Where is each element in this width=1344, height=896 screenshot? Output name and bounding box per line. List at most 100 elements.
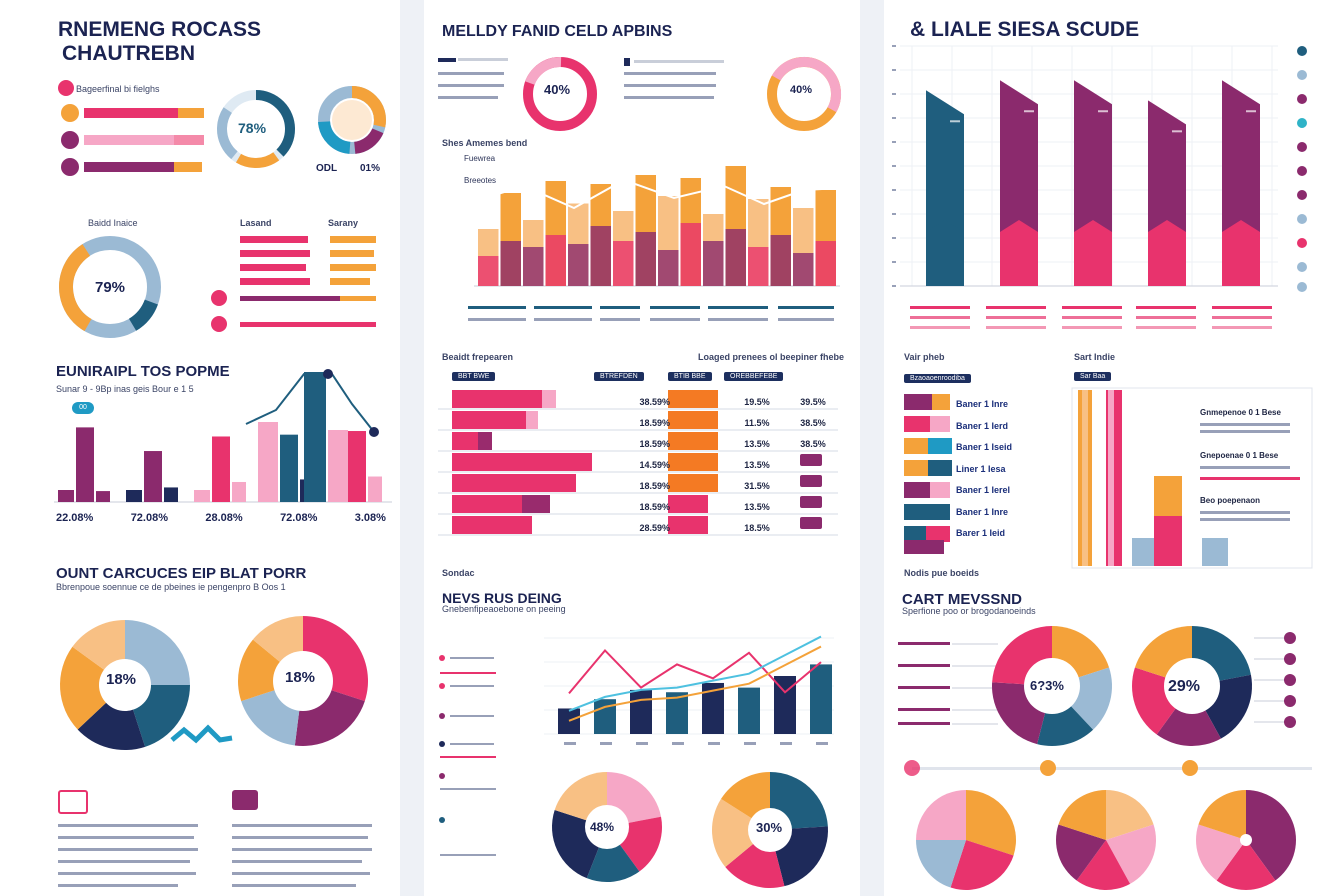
y-tick — [892, 165, 896, 167]
chart1-legend-0: Fuewrea — [464, 154, 496, 163]
row-labels: Baner 1 Inre Baner 1 Ierd Baner 1 Iseid Lin… — [956, 394, 1012, 545]
page-title-line2: CHAUTREBN — [62, 42, 195, 65]
y-tick — [892, 69, 896, 71]
line-chart-legend — [439, 655, 496, 856]
pie-slice — [966, 790, 1016, 856]
bar — [545, 235, 566, 286]
bar — [774, 676, 796, 734]
row-label: Baner 1 Inre — [956, 399, 1009, 409]
column-base — [1148, 220, 1186, 286]
bar — [810, 664, 832, 734]
panel2-title: MELLDY FANID CELD APBINS — [442, 23, 673, 40]
column-chart-3 — [892, 45, 1278, 287]
pie-slice — [1076, 840, 1131, 890]
section2-subtitle: Sunar 9 - 9Bp inas geis Bour e 1 5 — [56, 384, 194, 394]
table-cell: 18.59% — [639, 481, 670, 491]
left-ring-label: Baidd Inaice — [88, 218, 138, 228]
series-line-3 — [568, 645, 822, 722]
series-line-1 — [568, 648, 822, 695]
x-label-1: 72.08% — [130, 512, 168, 524]
bar — [96, 491, 110, 502]
bar — [76, 427, 94, 502]
table-header-1: BTREFDEN — [594, 372, 644, 381]
column-base — [1222, 220, 1260, 286]
series-line-2 — [568, 635, 822, 712]
legend-list — [438, 58, 508, 99]
x-tick-label — [636, 742, 648, 745]
pie-hole — [748, 808, 792, 852]
bar — [613, 241, 634, 286]
bar — [478, 256, 499, 286]
bar-col2-label: Sarany — [328, 218, 359, 228]
table-col2: 19.5% 11.5% 13.5% 13.5% 31.5% 13.5% 18.5% — [732, 392, 782, 539]
x-label-3: 72.08% — [280, 512, 318, 524]
pie-chart-2 — [238, 616, 368, 746]
bar — [232, 481, 246, 502]
bar — [328, 430, 348, 502]
column-base — [926, 220, 964, 286]
bar — [658, 250, 679, 286]
pie-slice — [916, 840, 966, 888]
bar — [212, 436, 230, 502]
panel3-section2-title: CART MEVSSND — [902, 591, 1023, 608]
table-right-title: Loaged prenees ol beepiner fhebe — [698, 352, 845, 362]
panel2-section2-subtitle: Gnebenfipeaoebone on peeing — [442, 604, 566, 614]
table-footer: Sondac — [442, 568, 475, 578]
pie-chart-4 — [712, 772, 828, 888]
row-label: Baner 1 Ierel — [956, 485, 1011, 495]
bar — [703, 241, 724, 286]
column-label — [1024, 110, 1034, 113]
bar — [304, 372, 326, 502]
x-tick-label — [708, 742, 720, 745]
row-label: Baner 1 Ierd — [956, 420, 1009, 431]
donut-chart-3 — [992, 626, 1112, 746]
left-ring-chart — [58, 236, 161, 338]
ring-chart-2 — [318, 86, 386, 154]
bar-line-combo-chart — [544, 635, 834, 745]
bar — [680, 223, 701, 286]
donut-chart-4 — [1132, 626, 1252, 746]
pie-hole — [99, 659, 151, 711]
y-tick — [892, 237, 896, 239]
panel2-section2-title: NEVS RUS DEING — [442, 590, 562, 606]
bar — [594, 699, 616, 734]
text-block-lines — [58, 824, 372, 887]
pie-hole — [1240, 834, 1252, 846]
bar — [348, 431, 366, 502]
bar — [666, 692, 688, 734]
table-cell: 13.5% — [744, 460, 770, 470]
table-cell: 28.59% — [639, 523, 670, 533]
right-panel: & LIALE SIESA SCUDE Vair pheb Sart Indie… — [884, 0, 1344, 896]
y-tick — [892, 261, 896, 263]
pie-hole — [585, 805, 629, 849]
bar — [702, 682, 724, 734]
pie1-value: 18% — [106, 671, 137, 688]
pie2-value: 18% — [285, 669, 316, 686]
pie-chart-7 — [1196, 790, 1296, 890]
badge-1: Bzaoaoenroodiba — [904, 374, 971, 383]
pie-hole — [1024, 658, 1080, 714]
data-table[interactable] — [438, 388, 848, 558]
bar — [568, 244, 589, 286]
progress-track — [904, 760, 1312, 776]
pie-slice — [950, 840, 1014, 890]
bar — [590, 226, 611, 286]
info-block: Gnmepenoe 0 1 Bese Gnepoenae 0 1 Bese Be… — [1200, 406, 1300, 525]
table-cell: 31.5% — [744, 481, 770, 491]
x-tick-label — [780, 742, 792, 745]
bar — [725, 229, 746, 286]
column-label — [1246, 110, 1256, 113]
x-label-4: 3.08% — [354, 512, 386, 524]
row-label: Liner 1 Iesa — [956, 463, 1006, 474]
bar — [770, 235, 791, 286]
donut2-value: 40% — [790, 84, 813, 96]
y-tick — [892, 141, 896, 143]
bar — [748, 247, 769, 286]
legend-bars — [61, 104, 204, 176]
bar-col1-label: Lasand — [240, 218, 272, 228]
pie-slice — [1106, 790, 1154, 840]
row-label: Baner 1 Inre — [956, 506, 1009, 517]
panel2-pie1-value: 48% — [590, 820, 615, 834]
x-tick-label — [600, 742, 612, 745]
ring2-right-label: 01% — [360, 163, 381, 174]
